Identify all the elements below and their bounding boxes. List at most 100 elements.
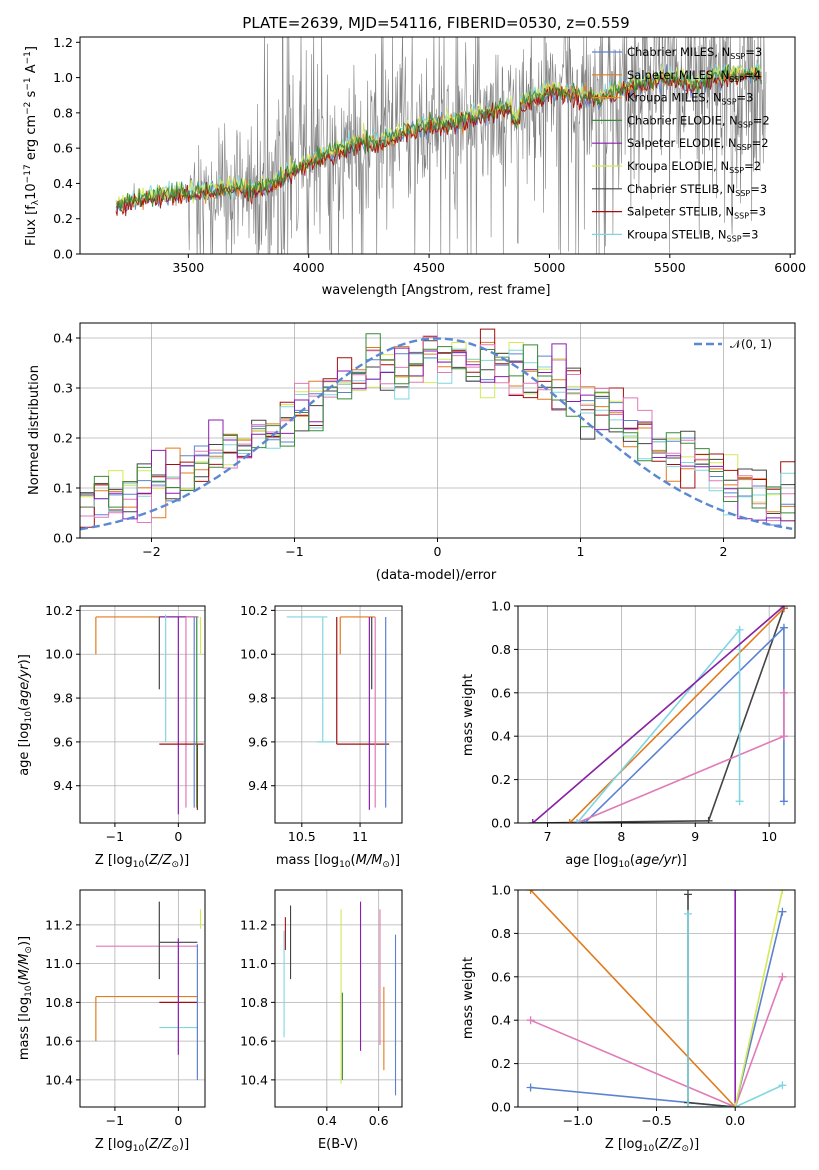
y-tick-label: 0.2 [491, 1056, 511, 1071]
legend-label-chabrier-elodie: Chabrier ELODIE, NSSP=2 [627, 113, 770, 129]
errorbar-markers [286, 616, 390, 810]
spectrum-ylabel: Flux [fλ10−17 erg cm−2 s−1 A−1] [23, 46, 41, 246]
histogram-chabrier-elodie [80, 333, 795, 514]
ageM-xlabel: mass [log10(M/M⊙)] [276, 853, 400, 870]
axes-frame [274, 889, 403, 1108]
errorbar-markers [95, 901, 202, 1080]
y-tick-label: 0.4 [491, 729, 511, 744]
massweight-marker [526, 1016, 535, 1025]
spectrum-panel: 3500 4000 4500 5000 5500 6000 0.0 0.2 0.4 0.6 0.8 1… [53, 35, 806, 275]
y-tick-label: 11.0 [45, 956, 73, 971]
massweight-marker [565, 819, 574, 823]
y-tick-label: 0.8 [491, 642, 511, 657]
axes-frame [517, 889, 796, 1108]
massweight-marker [778, 972, 787, 981]
massweight-marker [779, 797, 788, 806]
y-tick-label: 0.2 [491, 772, 511, 787]
histogram-salpeter-elodie [80, 343, 795, 522]
y-tick-label: 0.0 [53, 531, 73, 546]
x-tick-label: 0 [174, 829, 182, 844]
massweight-lines [526, 890, 787, 1107]
y-tick-label: 11.2 [240, 917, 268, 932]
y-tick-label: 10.0 [240, 647, 268, 662]
y-tick-label: 0.4 [53, 176, 73, 191]
ageZ-ylabel: age [log10(age/yr)] [17, 654, 34, 776]
massweight-line [530, 976, 784, 1107]
massE-xlabel: E(B-V) [318, 1137, 358, 1152]
massweight-lines [528, 606, 788, 823]
y-tick-label: 0.1 [53, 481, 73, 496]
massweight-line [569, 607, 785, 823]
errorbar-markers [283, 901, 397, 1096]
x-tick-label: −1 [285, 544, 303, 559]
legend-label-kroupa-miles: Kroupa MILES, NSSP=3 [627, 91, 753, 107]
massweight-marker [704, 816, 713, 823]
mwZ-xlabel: Z [log10(Z/Z⊙)] [605, 1137, 699, 1154]
axes-frame [274, 605, 403, 824]
y-tick-label: 0.0 [491, 816, 511, 831]
legend-label-chabrier-miles: Chabrier MILES, NSSP=3 [627, 45, 762, 61]
y-tick-label: 11.2 [45, 917, 73, 932]
x-tick-label: 3500 [172, 260, 204, 275]
mass-vs-metallicity-panel: −1 0 10.4 10.6 10.8 11.0 11.2 [45, 889, 206, 1128]
massweight-marker [779, 732, 788, 741]
x-tick-label: −1 [106, 1113, 124, 1128]
y-tick-label: 11.0 [240, 956, 268, 971]
x-tick-label: 5000 [534, 260, 566, 275]
massweight-vs-metallicity-panel: −1.0 −0.5 0.0 0.0 0.2 0.4 0.6 0.8 1.0 [491, 883, 796, 1128]
massweight-marker [779, 688, 788, 697]
massweight-marker [731, 890, 740, 894]
x-tick-label: 9 [691, 829, 699, 844]
age-vs-mass-panel: 10.5 11 9.4 9.6 9.8 10.0 10.2 [240, 603, 403, 844]
massweight-marker [779, 623, 788, 632]
x-tick-label: 7 [544, 829, 552, 844]
x-tick-label: 11 [352, 829, 368, 844]
massweight-line [532, 606, 785, 823]
y-tick-label: 0.8 [53, 105, 73, 120]
gaussian-legend-label: 𝒩(0, 1) [730, 337, 772, 351]
histogram-traces [80, 328, 795, 531]
y-tick-label: 0.4 [491, 1013, 511, 1028]
errorbar-markers [95, 614, 204, 815]
y-tick-label: 9.4 [53, 778, 73, 793]
legend-label-salpeter-miles: Salpeter MILES, NSSP=4 [627, 68, 761, 84]
spectrum-model-chabrier-elodie [115, 64, 762, 212]
massweight-marker [778, 1081, 787, 1090]
mwZ-ylabel: mass weight [461, 957, 476, 1039]
y-tick-label: 1.0 [491, 599, 511, 614]
axes-frame [79, 322, 796, 539]
y-tick-label: 0.0 [53, 247, 73, 262]
y-tick-label: 0.2 [53, 431, 73, 446]
y-tick-label: 10.0 [45, 647, 73, 662]
x-tick-label: 0 [174, 1113, 182, 1128]
massweight-marker [778, 907, 787, 916]
x-tick-label: 2 [720, 544, 728, 559]
x-tick-label: 10.5 [288, 829, 316, 844]
mwAge-xlabel: age [log10(age/yr)] [565, 853, 687, 870]
x-tick-label: 4500 [413, 260, 445, 275]
y-tick-label: 9.4 [248, 778, 268, 793]
massweight-marker [573, 819, 582, 823]
spectrum-traces [115, 37, 767, 254]
x-tick-label: −0.5 [641, 1113, 671, 1128]
x-tick-label: 0.4 [317, 1113, 337, 1128]
y-tick-label: 1.0 [53, 70, 73, 85]
figure-title: PLATE=2639, MJD=54116, FIBERID=0530, z=0… [242, 14, 629, 32]
x-tick-label: 0 [434, 544, 442, 559]
y-tick-label: 9.6 [248, 734, 268, 749]
y-tick-label: 0.6 [491, 969, 511, 984]
spectrum-legend: Chabrier MILES, NSSP=3 Salpeter MILES, NS… [592, 45, 770, 243]
massZ-ylabel: mass [log10(M/M⊙)] [17, 936, 34, 1060]
x-tick-label: 10 [761, 829, 777, 844]
y-tick-label: 10.6 [45, 1034, 73, 1049]
massweight-line [530, 911, 784, 1107]
y-tick-label: 9.8 [248, 691, 268, 706]
y-tick-label: 9.8 [53, 691, 73, 706]
x-tick-label: 1 [577, 544, 585, 559]
massweight-marker [683, 890, 692, 899]
y-tick-label: 10.8 [45, 995, 73, 1010]
y-tick-label: 10.8 [240, 995, 268, 1010]
y-tick-label: 1.2 [53, 35, 73, 50]
x-tick-label: 8 [617, 829, 625, 844]
legend-label-kroupa-elodie: Kroupa ELODIE, NSSP=2 [627, 159, 761, 175]
